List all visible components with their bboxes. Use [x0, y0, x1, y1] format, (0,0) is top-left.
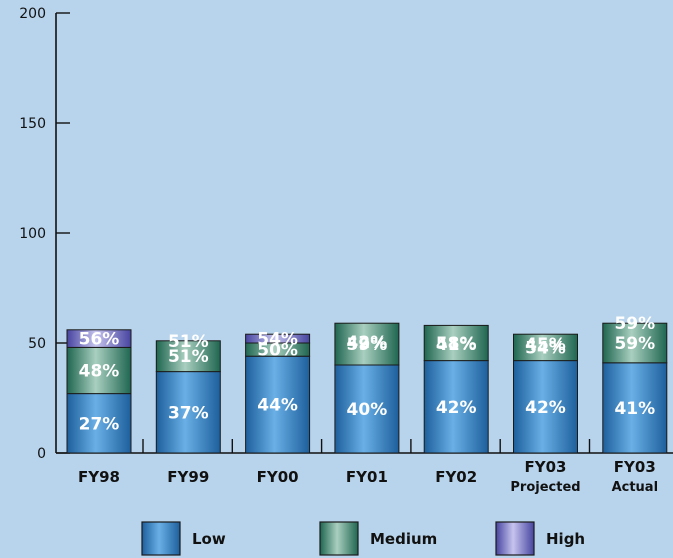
data-label-low: 42%: [525, 398, 566, 418]
data-label-high: 41%: [436, 335, 477, 355]
x-category-sublabel: Actual: [612, 480, 658, 495]
bar-segment-low: [155, 371, 221, 454]
x-category-sublabel: Projected: [510, 480, 580, 495]
legend-swatch-high: [495, 521, 535, 556]
bar-segment-medium: [423, 324, 489, 362]
data-label-low: 42%: [436, 398, 477, 418]
data-label-high: 56%: [79, 330, 120, 350]
x-category-label: FY01: [346, 468, 388, 486]
legend-label-low: Low: [192, 530, 226, 548]
legend-swatch-low: [141, 521, 181, 556]
legend-label-high: High: [546, 530, 585, 548]
data-label-low: 41%: [614, 399, 655, 419]
bar-segment-low: [423, 360, 489, 454]
bar-segment-medium: [513, 333, 578, 362]
data-label-high: 51%: [168, 332, 209, 352]
y-tick-label: 0: [37, 446, 46, 462]
bar-segment-low: [66, 393, 132, 454]
bar-segment-low: [334, 364, 400, 454]
data-label-low: 40%: [347, 400, 388, 420]
data-label-low: 37%: [168, 403, 209, 423]
data-label-medium: 58%: [436, 334, 477, 354]
bar-segment-medium: [66, 346, 132, 395]
legend-label-medium: Medium: [370, 530, 437, 548]
data-label-medium: 59%: [614, 334, 655, 354]
data-label-high: 59%: [614, 314, 655, 334]
bar-segment-medium: [155, 340, 221, 373]
data-label-high: 54%: [257, 330, 298, 350]
data-label-low: 44%: [257, 396, 298, 416]
data-label-medium: 50%: [257, 341, 298, 361]
bar-segment-low: [602, 362, 668, 454]
bar-segment-low: [513, 360, 578, 454]
x-category-label: FY03: [525, 458, 567, 476]
legend-swatch-medium: [319, 521, 359, 556]
y-tick-label: 100: [19, 226, 46, 242]
data-label-low: 27%: [79, 414, 120, 434]
x-category-label: FY00: [257, 468, 299, 486]
data-label-medium: 51%: [168, 347, 209, 367]
data-label-high: 42%: [347, 333, 388, 353]
x-category-label: FY98: [78, 468, 120, 486]
data-label-medium: 54%: [525, 338, 566, 358]
bar-segment-medium: [334, 322, 400, 366]
y-tick-label: 150: [19, 116, 46, 132]
data-label-high: 45%: [525, 335, 566, 355]
bar-segment-medium: [602, 322, 668, 364]
x-category-label: FY03: [614, 458, 656, 476]
data-label-medium: 59%: [347, 335, 388, 355]
y-tick-label: 50: [28, 336, 46, 352]
y-tick-label: 200: [19, 6, 46, 22]
bar-segment-low: [245, 355, 311, 454]
x-category-label: FY02: [435, 468, 477, 486]
bar-segment-high: [66, 329, 132, 348]
bar-segment-high: [245, 333, 311, 344]
x-category-label: FY99: [167, 468, 209, 486]
data-label-medium: 48%: [79, 362, 120, 382]
